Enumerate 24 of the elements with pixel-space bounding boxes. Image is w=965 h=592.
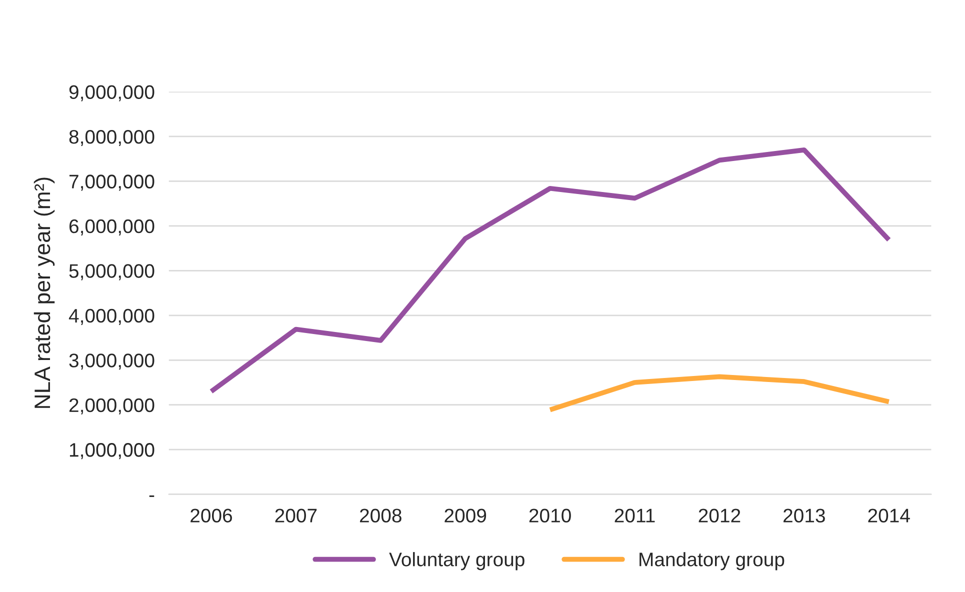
x-tick-label: 2013 bbox=[784, 508, 825, 522]
line-series bbox=[548, 374, 892, 412]
x-tick-label: 2007 bbox=[275, 508, 317, 522]
y-axis-title: NLA rated per year (m²) bbox=[34, 178, 55, 408]
y-tick-label: 8,000,000 bbox=[69, 130, 154, 146]
y-tick-label: 7,000,000 bbox=[69, 174, 154, 191]
line-series bbox=[208, 147, 892, 394]
y-tick-label: 1,000,000 bbox=[70, 443, 154, 460]
y-tick-label: 2,000,000 bbox=[69, 398, 154, 414]
y-tick-label: 4,000,000 bbox=[68, 308, 154, 325]
legend-label: Mandatory group bbox=[640, 552, 784, 570]
y-tick-label: 3,000,000 bbox=[69, 354, 154, 370]
x-tick-label: 2011 bbox=[614, 508, 655, 522]
y-tick-label: 9,000,000 bbox=[69, 85, 154, 102]
legend-label: Voluntary group bbox=[389, 552, 524, 570]
x-tick-label: 2014 bbox=[868, 508, 910, 522]
x-tick-label: 2006 bbox=[190, 508, 232, 522]
y-tick-label: 5,000,000 bbox=[69, 264, 154, 280]
x-tick-label: 2008 bbox=[360, 508, 402, 522]
y-tick-label: - bbox=[149, 495, 154, 497]
x-tick-label: 2010 bbox=[529, 508, 571, 522]
x-tick-label: 2009 bbox=[444, 508, 486, 522]
x-tick-label: 2012 bbox=[698, 508, 740, 522]
y-tick-label: 6,000,000 bbox=[69, 219, 154, 236]
